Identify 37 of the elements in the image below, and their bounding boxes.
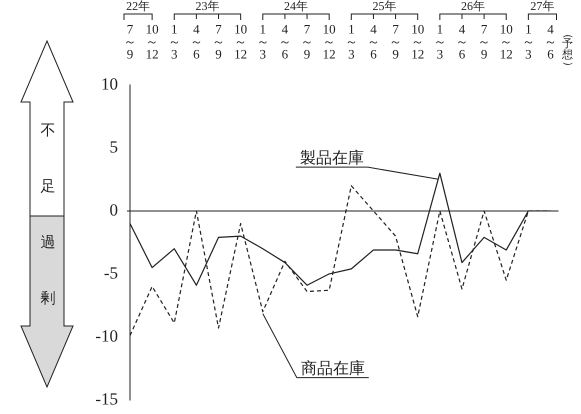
x-tick-label: 4～6 bbox=[455, 22, 468, 62]
x-tick-label: 10～12 bbox=[322, 22, 336, 62]
text: 製品在庫 bbox=[300, 149, 364, 168]
text: （予想） bbox=[562, 28, 574, 72]
text: 27年 bbox=[530, 0, 554, 14]
x-tick-label: 1～3 bbox=[344, 22, 358, 62]
x-tick-label: 7～9 bbox=[478, 22, 491, 62]
y-tick-label: -15 bbox=[95, 389, 118, 408]
x-tick-label: 7～9 bbox=[300, 22, 314, 62]
y-tick-label: 10 bbox=[101, 74, 118, 94]
text: 24年 bbox=[284, 0, 308, 14]
text: 26年 bbox=[461, 0, 486, 14]
x-tick-label: 1～3 bbox=[168, 22, 181, 62]
y-tick-label: 5 bbox=[110, 137, 118, 156]
x-tick-label: 4～6 bbox=[544, 22, 557, 62]
x-tick-label: 4～6 bbox=[278, 22, 292, 62]
text: 23年 bbox=[195, 0, 220, 14]
text: 22年 bbox=[126, 0, 150, 14]
y-tick-label: 0 bbox=[110, 200, 118, 220]
y-tick-label: -5 bbox=[104, 263, 118, 282]
x-tick-label: 10～12 bbox=[234, 22, 248, 62]
x-tick-label: 10～12 bbox=[411, 22, 424, 62]
x-tick-label: 7～9 bbox=[389, 22, 402, 62]
text: 不足 bbox=[40, 123, 56, 195]
text: 商品在庫 bbox=[300, 360, 365, 378]
text: 過剰 bbox=[40, 235, 56, 307]
x-tick-label: 1～3 bbox=[522, 22, 535, 62]
x-tick-label: 4～6 bbox=[190, 22, 203, 62]
text: 25年 bbox=[372, 0, 397, 14]
x-tick-label: 1～3 bbox=[256, 22, 270, 62]
x-tick-label: 7～9 bbox=[212, 22, 226, 62]
y-tick-label: -10 bbox=[95, 326, 118, 346]
x-tick-label: 10～12 bbox=[146, 22, 159, 62]
x-tick-label: 7～9 bbox=[124, 22, 136, 62]
x-tick-label: 4～6 bbox=[366, 22, 380, 62]
x-tick-label: 10～12 bbox=[500, 22, 513, 62]
x-tick-label: 1～3 bbox=[433, 22, 446, 62]
